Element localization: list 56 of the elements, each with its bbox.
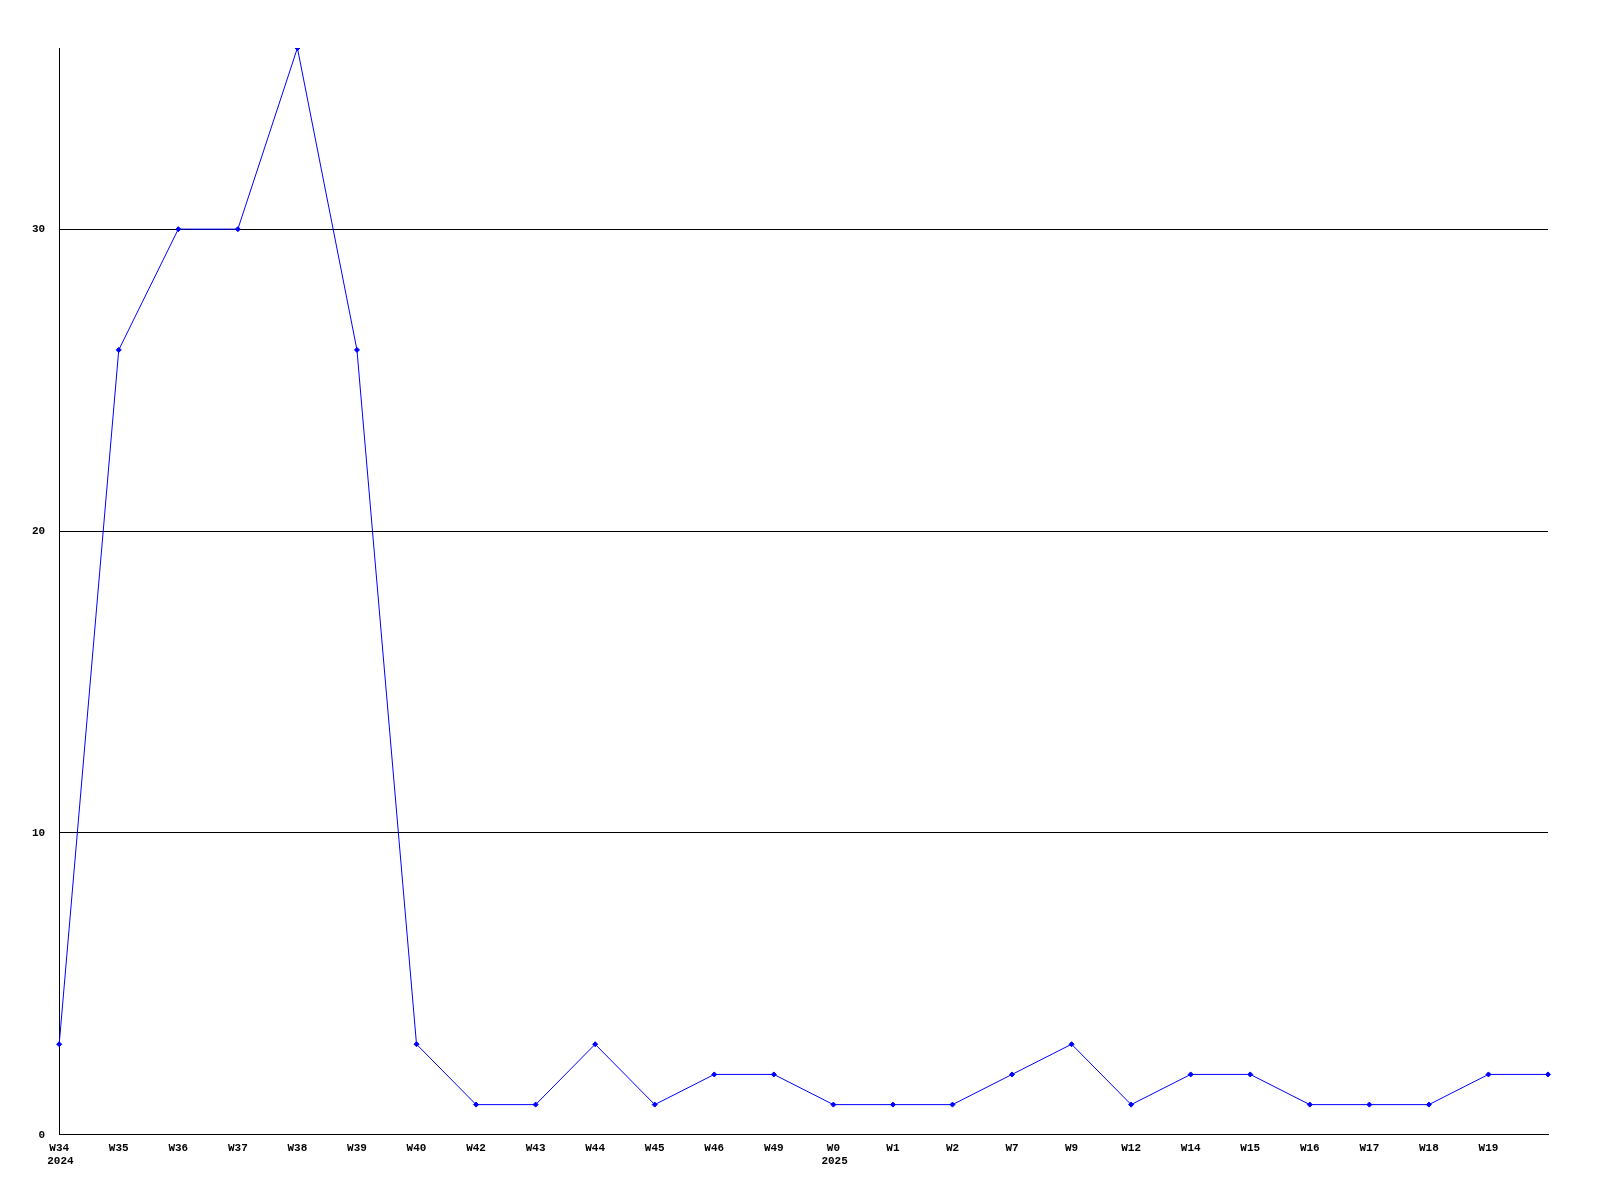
- x-tick-label: W43: [525, 1142, 546, 1155]
- point: [1187, 1071, 1194, 1078]
- x-tick-label: W49: [763, 1142, 784, 1155]
- point: [592, 1041, 599, 1048]
- x-tick-label: W40: [406, 1142, 427, 1155]
- point: [949, 1101, 956, 1108]
- point: [1009, 1071, 1016, 1078]
- y-tick-label: 10: [32, 826, 46, 839]
- x-tick-label: W36: [168, 1142, 189, 1155]
- point: [1366, 1101, 1373, 1108]
- point: [473, 1101, 480, 1108]
- x-tick-label: W44: [585, 1142, 606, 1155]
- point: [770, 1071, 777, 1078]
- x-tick-label: W7: [1005, 1142, 1019, 1155]
- x-tick-label: W12: [1121, 1142, 1142, 1155]
- x-tick-label: W37: [227, 1142, 248, 1155]
- point: [889, 1101, 896, 1108]
- point: [1485, 1071, 1492, 1078]
- x-tick-label: W1: [886, 1142, 900, 1155]
- x-tick-label: W15: [1240, 1142, 1261, 1155]
- point: [1545, 1071, 1551, 1078]
- point: [413, 1041, 420, 1048]
- point: [651, 1101, 658, 1108]
- x-tick-label: W16: [1299, 1142, 1320, 1155]
- x-tick-label: W17: [1359, 1142, 1380, 1155]
- text: 2025: [821, 1155, 849, 1168]
- x-tick-label: W42: [466, 1142, 486, 1155]
- x-tick-label: W38: [287, 1142, 308, 1155]
- point: [56, 1041, 63, 1048]
- point: [711, 1071, 718, 1078]
- y-tick-label: 30: [32, 222, 46, 235]
- point: [1306, 1101, 1313, 1108]
- point: [1068, 1041, 1075, 1048]
- x-tick-label: W39: [347, 1142, 367, 1155]
- x-tick-label: W19: [1478, 1142, 1499, 1155]
- point: [830, 1101, 837, 1108]
- y-tick-label: 20: [32, 524, 46, 537]
- y-tick-label: 0: [38, 1128, 46, 1141]
- x-tick-label: W46: [704, 1142, 725, 1155]
- point: [234, 226, 241, 233]
- point: [1247, 1071, 1254, 1078]
- x-tick-label: W45: [644, 1142, 666, 1155]
- x-tick-label: W9: [1064, 1142, 1079, 1155]
- point: [175, 226, 182, 233]
- x-tick-label: W14: [1180, 1142, 1201, 1155]
- x-tick-label: W34: [49, 1142, 70, 1155]
- point: [1425, 1101, 1432, 1108]
- x-tick-label: W0: [826, 1142, 840, 1155]
- x-tick-label: W35: [108, 1142, 130, 1155]
- x-tick-label: W18: [1418, 1142, 1440, 1155]
- point: [353, 346, 360, 353]
- text: 2024: [47, 1155, 75, 1168]
- point: [532, 1101, 539, 1108]
- point: [1128, 1101, 1135, 1108]
- x-tick-label: W2: [945, 1142, 960, 1155]
- point: [115, 346, 122, 353]
